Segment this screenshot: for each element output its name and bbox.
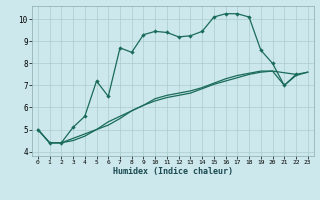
X-axis label: Humidex (Indice chaleur): Humidex (Indice chaleur) — [113, 167, 233, 176]
